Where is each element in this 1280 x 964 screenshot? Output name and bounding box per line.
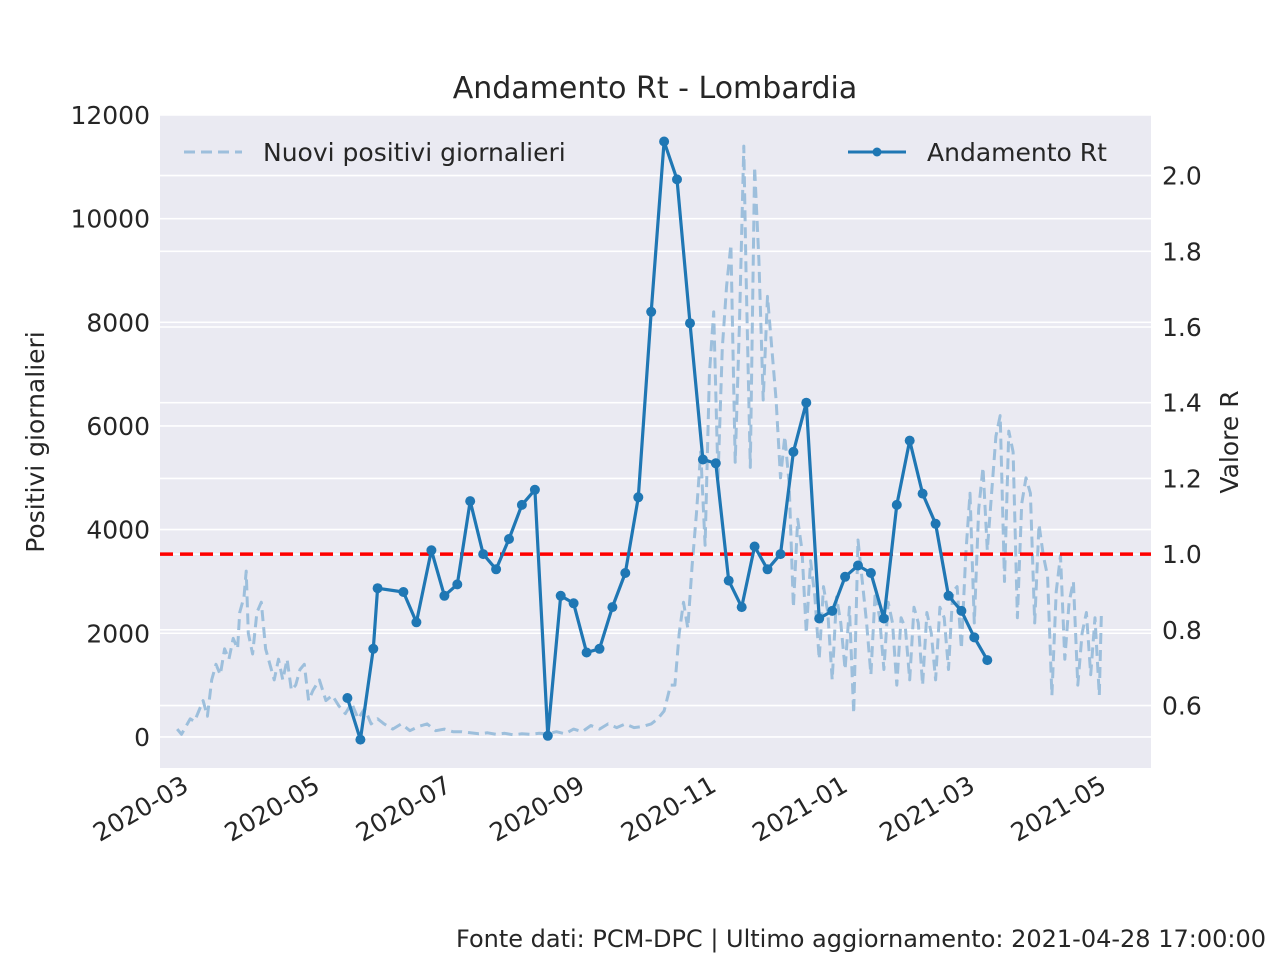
rt-point: [891, 499, 902, 510]
rt-point: [749, 541, 760, 552]
rt-point: [411, 617, 422, 628]
y-right-tick-labels: 0.6 0.8 1.0 1.2 1.4 1.6 1.8 2.0: [1162, 162, 1202, 721]
x-tick-labels: 2020-03 2020-05 2020-07 2020-09 2020-11 2021-…: [88, 770, 1111, 847]
rt-point: [840, 571, 851, 582]
y-right-tick-label: 1.8: [1162, 237, 1202, 266]
rt-point: [646, 306, 657, 317]
rt-point: [685, 318, 695, 329]
rt-point: [878, 613, 889, 624]
rt-point: [465, 496, 476, 507]
rt-point: [956, 605, 967, 616]
y-right-tick-label: 1.2: [1162, 464, 1202, 493]
x-tick-label: 2020-07: [351, 770, 456, 847]
y-left-tick-label: 8000: [86, 308, 150, 337]
legend-rt-label: Andamento Rt: [927, 138, 1107, 167]
rt-point: [516, 499, 527, 510]
rt-point: [355, 734, 366, 745]
rt-point: [697, 454, 708, 465]
series-rt: [342, 136, 993, 745]
y-left-tick-label: 6000: [86, 412, 150, 441]
rt-point: [607, 602, 618, 613]
x-tick-label: 2021-03: [875, 770, 980, 847]
y-left-tick-label: 2000: [86, 619, 150, 648]
x-tick-label: 2020-05: [220, 770, 325, 847]
rt-point: [504, 534, 514, 544]
rt-point: [930, 518, 941, 529]
rt-point: [426, 545, 437, 556]
rt-point: [342, 693, 353, 703]
series-rt-line: [345, 139, 989, 742]
rt-point: [672, 174, 682, 185]
rt-point: [801, 397, 812, 408]
rt-point: [581, 647, 592, 658]
y-right-tick-label: 2.0: [1162, 162, 1202, 191]
rt-point: [788, 446, 799, 457]
x-tick-label: 2020-03: [88, 770, 193, 847]
rt-point: [529, 484, 540, 495]
x-tick-label: 2020-09: [485, 770, 590, 847]
y-left-label: Positivi giornalieri: [21, 331, 50, 553]
rt-point: [555, 590, 566, 601]
legend-left: Nuovi positivi giornalieri: [184, 138, 566, 167]
rt-point: [633, 492, 644, 503]
legend-positivi-label: Nuovi positivi giornalieri: [263, 138, 566, 167]
rt-point: [659, 136, 670, 147]
rt-point: [736, 602, 747, 613]
y-left-tick-label: 10000: [70, 205, 150, 234]
y-right-tick-label: 1.4: [1162, 389, 1202, 418]
y-left-tick-label: 0: [134, 723, 150, 752]
rt-point: [775, 549, 786, 560]
rt-point: [853, 560, 863, 571]
rt-point: [762, 564, 773, 575]
chart-title: Andamento Rt - Lombardia: [453, 71, 858, 106]
rt-point: [452, 579, 463, 590]
rt-point: [594, 643, 605, 654]
rt-point: [710, 458, 721, 469]
y-right-tick-label: 0.8: [1162, 616, 1202, 645]
y-left-tick-labels: 0 2000 4000 6000 8000 10000 12000: [70, 101, 150, 752]
x-tick-label: 2020-11: [616, 770, 721, 847]
rt-point: [865, 568, 876, 578]
y-left-tick-label: 4000: [86, 516, 150, 545]
rt-point: [398, 587, 409, 597]
y-right-tick-label: 1.0: [1162, 540, 1202, 569]
y-left-tick-label: 12000: [70, 101, 150, 130]
rt-point: [827, 605, 838, 616]
rt-point: [478, 549, 489, 560]
rt-point: [943, 590, 954, 601]
footer-source: Fonte dati: PCM-DPC | Ultimo aggiornamen…: [456, 925, 1266, 953]
grid-left: [160, 114, 1151, 738]
x-tick-label: 2021-05: [1006, 770, 1111, 847]
rt-point: [368, 643, 379, 654]
rt-point: [491, 564, 502, 575]
rt-point: [969, 632, 980, 643]
rt-point: [542, 730, 553, 741]
y-right-label: Valore R: [1215, 390, 1244, 493]
rt-point: [814, 613, 825, 624]
rt-point: [620, 568, 631, 578]
series-positivi: [176, 144, 1103, 737]
y-right-tick-label: 1.6: [1162, 313, 1202, 342]
rt-point: [372, 583, 383, 594]
rt-point: [568, 598, 579, 609]
rt-point: [904, 435, 915, 446]
legend-rt-marker: [872, 147, 882, 157]
rt-point: [982, 655, 993, 666]
rt-point: [917, 488, 928, 499]
rt-point: [723, 575, 734, 586]
legend-right: Andamento Rt: [848, 138, 1107, 167]
x-tick-label: 2021-01: [747, 770, 852, 847]
rt-point: [439, 590, 450, 601]
series-positivi-line: [176, 144, 1103, 737]
y-right-tick-label: 0.6: [1162, 692, 1202, 721]
